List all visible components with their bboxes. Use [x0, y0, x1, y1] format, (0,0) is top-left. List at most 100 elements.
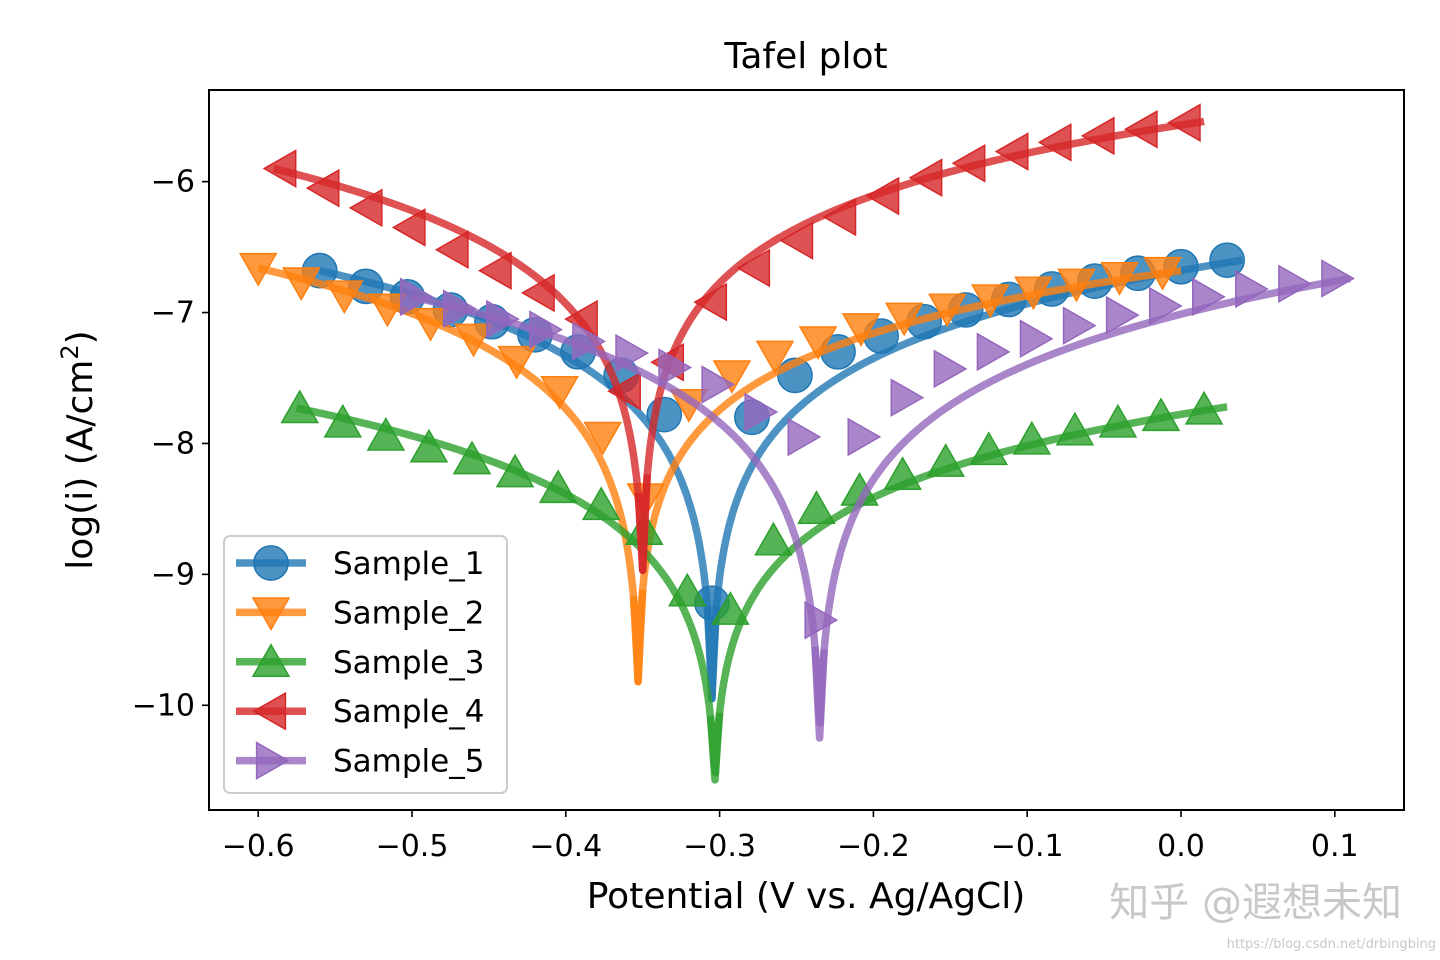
- data-point: [1141, 397, 1181, 432]
- data-point: [583, 421, 623, 456]
- y-tick-label: −7: [151, 296, 195, 331]
- legend-label: Sample_2: [333, 595, 484, 631]
- legend-label: Sample_3: [333, 645, 484, 681]
- data-point: [238, 252, 278, 287]
- legend-marker: [255, 741, 290, 780]
- x-axis-label: Potential (V vs. Ag/AgCl): [587, 876, 1026, 917]
- plot-frame: [208, 89, 1405, 811]
- data-point: [755, 340, 795, 375]
- data-point: [581, 486, 621, 521]
- series-line-dip: [634, 474, 652, 575]
- y-tick-label: −10: [132, 688, 195, 723]
- data-point: [1235, 269, 1269, 309]
- data-point: [1321, 259, 1355, 298]
- y-tick-label: −9: [151, 557, 195, 592]
- data-point: [711, 591, 750, 625]
- data-point: [668, 572, 707, 607]
- data-point: [1057, 268, 1096, 303]
- data-point: [1014, 276, 1053, 311]
- data-point: [1100, 262, 1139, 296]
- series-Sample_3: [280, 389, 1230, 784]
- data-point: [908, 158, 943, 198]
- data-point: [798, 326, 838, 360]
- data-point: [281, 267, 321, 302]
- legend-item-Sample_5: Sample_5: [236, 741, 484, 780]
- data-point: [454, 323, 493, 358]
- data-point: [744, 392, 779, 432]
- data-point: [262, 149, 297, 188]
- legend: Sample_1 Sample_2 Sample_3 Sample_4 Sample_5: [223, 535, 508, 794]
- data-point: [969, 431, 1009, 466]
- data-point: [822, 197, 857, 237]
- data-point: [411, 307, 450, 342]
- y-axis-ticks: −6 −7 −8 −9 −10: [132, 165, 209, 723]
- data-point: [495, 453, 535, 488]
- y-tick-label: −8: [151, 426, 195, 461]
- x-tick-label: −0.5: [376, 829, 449, 864]
- legend-label: Sample_4: [333, 694, 484, 730]
- legend-marker: [252, 691, 287, 731]
- series-line-dip: [629, 589, 647, 686]
- data-point: [443, 289, 477, 328]
- data-point: [951, 144, 986, 183]
- x-tick-label: −0.2: [837, 829, 910, 864]
- data-point: [497, 345, 536, 380]
- data-point: [701, 365, 736, 404]
- x-tick-label: −0.3: [683, 829, 756, 864]
- data-point: [434, 230, 469, 270]
- y-axis-label: log(i) (A/cm2): [56, 330, 101, 569]
- data-point: [325, 280, 364, 315]
- data-point: [884, 302, 924, 337]
- data-point: [797, 490, 836, 525]
- data-point: [779, 221, 814, 260]
- data-point: [658, 348, 693, 387]
- data-point: [368, 293, 407, 328]
- legend-label: Sample_1: [333, 546, 484, 582]
- series-layer: [238, 103, 1355, 784]
- data-point: [1209, 242, 1245, 279]
- data-point: [607, 371, 641, 411]
- data-point: [391, 208, 426, 247]
- legend-item-Sample_4: Sample_4: [236, 691, 484, 731]
- x-tick-label: −0.4: [529, 829, 602, 864]
- data-point: [712, 360, 752, 394]
- data-point: [804, 600, 839, 640]
- data-point: [305, 168, 340, 208]
- data-point: [1148, 286, 1183, 326]
- data-point: [787, 417, 822, 457]
- x-tick-label: 0.0: [1157, 829, 1205, 864]
- y-axis-label-end: ): [60, 330, 101, 344]
- series-Sample_2: [238, 252, 1184, 686]
- data-point: [540, 375, 579, 410]
- data-point: [348, 188, 383, 228]
- data-point: [841, 313, 881, 347]
- watermark-text: 知乎 @遐想未知: [1109, 880, 1402, 926]
- data-point: [1037, 123, 1072, 162]
- x-axis-ticks: −0.6 −0.5 −0.4 −0.3 −0.2 −0.1 0.0 0.1: [222, 810, 1359, 864]
- data-point: [693, 282, 728, 322]
- legend-marker: [251, 597, 291, 632]
- data-point: [1123, 109, 1158, 149]
- data-point: [1191, 277, 1226, 317]
- legend-box: [223, 535, 508, 794]
- watermark-url: https://blog.csdn.net/drbingbing: [1227, 937, 1436, 952]
- data-point: [409, 428, 449, 463]
- data-point: [994, 132, 1029, 171]
- data-point: [615, 333, 650, 373]
- data-point: [1012, 420, 1052, 455]
- series-Sample_5: [399, 259, 1355, 742]
- data-point: [399, 277, 434, 317]
- x-tick-label: −0.6: [222, 829, 295, 864]
- data-point: [736, 248, 771, 288]
- data-point: [1055, 411, 1095, 446]
- chart-title: Tafel plot: [723, 36, 887, 77]
- series-line-dip: [811, 646, 828, 742]
- data-point: [538, 469, 578, 504]
- y-axis-label-superscript: 2: [56, 344, 84, 359]
- data-point: [529, 310, 563, 349]
- data-point: [1184, 390, 1224, 425]
- data-point: [754, 521, 793, 556]
- legend-item-Sample_2: Sample_2: [236, 595, 484, 631]
- series-line-dip: [706, 712, 724, 784]
- series-Sample_4: [262, 103, 1207, 575]
